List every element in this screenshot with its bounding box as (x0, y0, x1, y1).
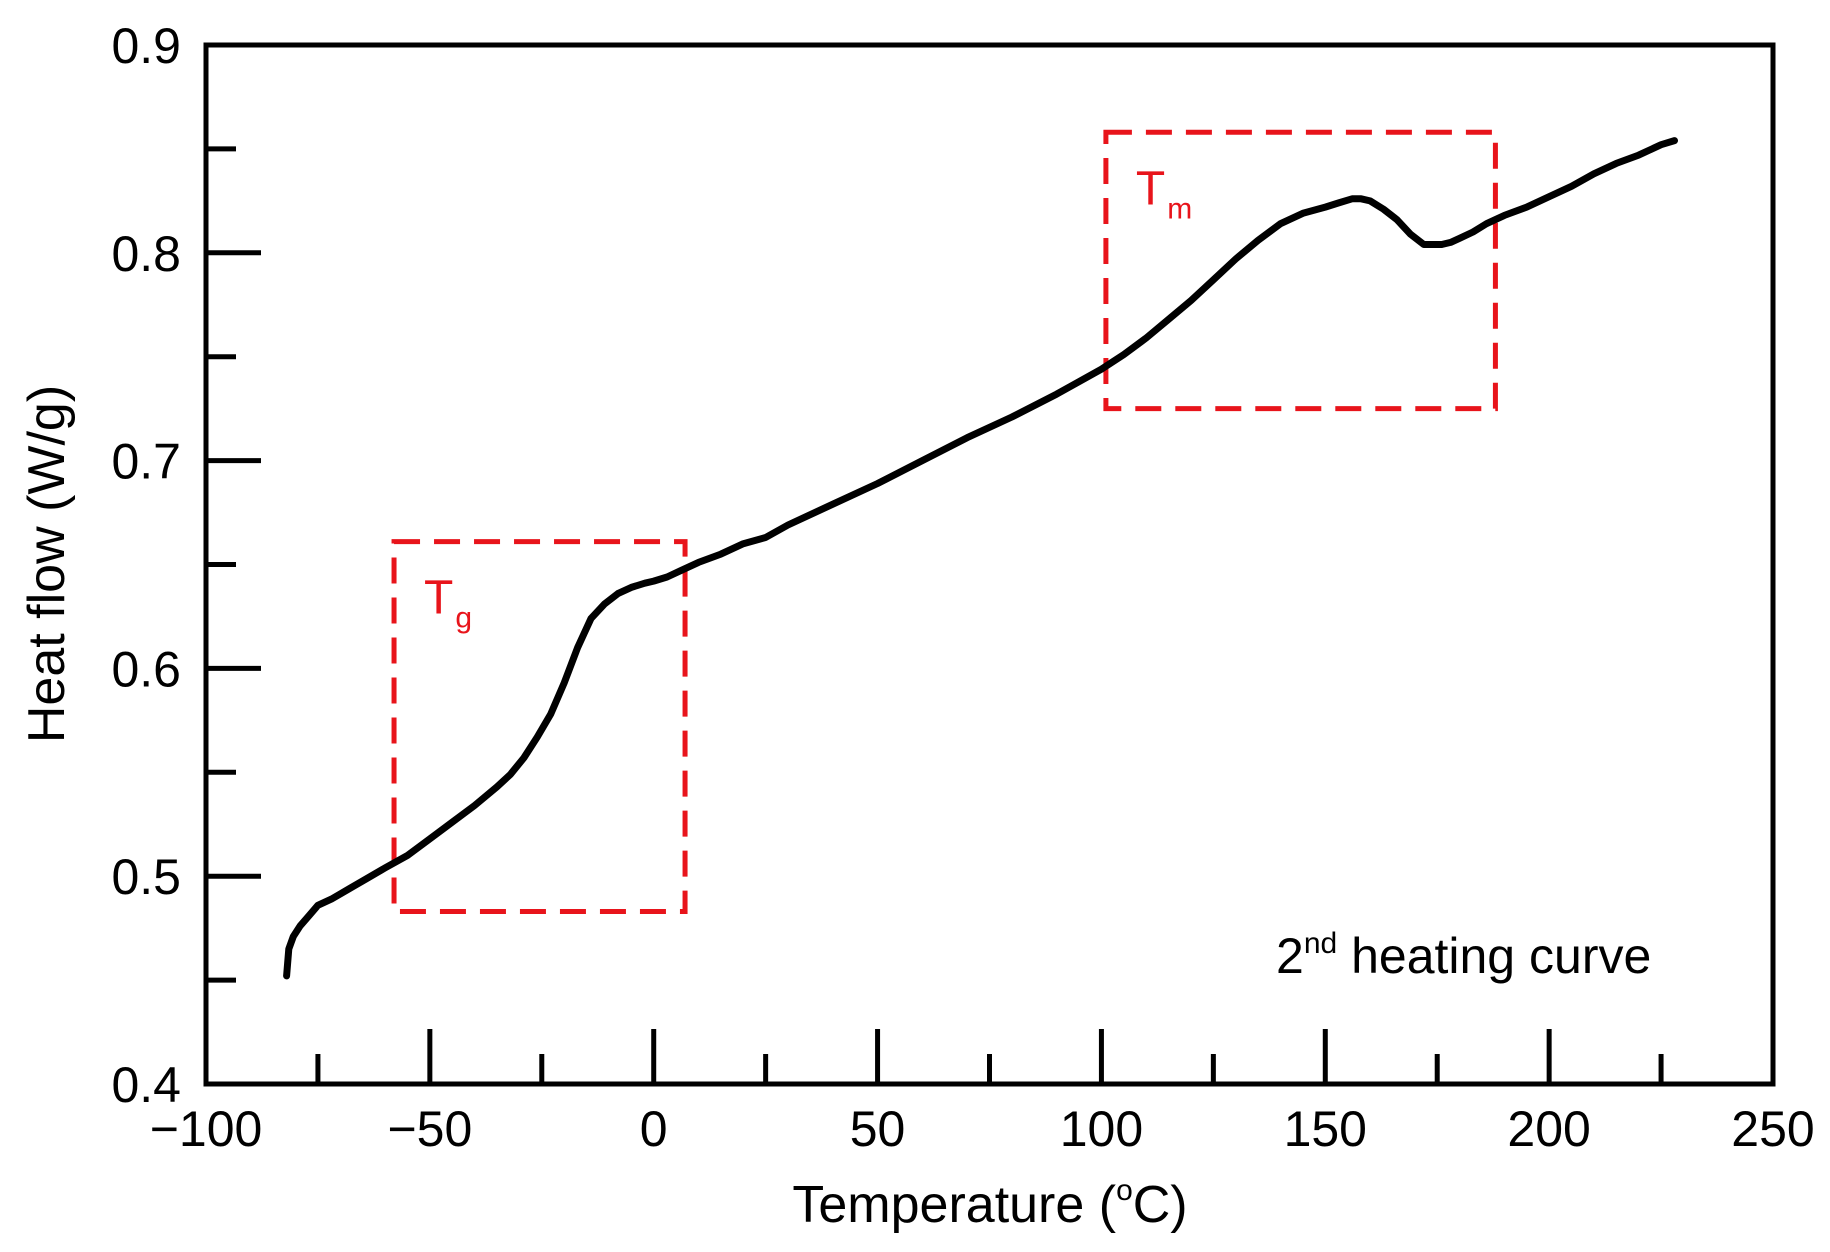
y-tick-label: 0.4 (111, 1057, 181, 1113)
x-tick-label: 0 (640, 1101, 668, 1157)
y-tick-label: 0.5 (111, 849, 181, 905)
tick-labels-layer: −100 −50 0 50 100 150 200 250 0.4 0.5 0.6 0.7 0.8 0.9 (111, 18, 1814, 1157)
y-tick-label: 0.6 (111, 641, 181, 697)
ticks-layer (203, 42, 1776, 1087)
note-post: heating curve (1337, 928, 1651, 984)
x-tick-label: 150 (1284, 1101, 1367, 1157)
annotation-layer: Tg Tm (391, 129, 1498, 915)
x-axis-title-sup: o (1116, 1174, 1133, 1207)
x-tick-label: 200 (1507, 1101, 1590, 1157)
y-axis-title: Heat flow (W/g) (18, 385, 76, 743)
annotation-box-g (391, 539, 688, 915)
heating-curve-note: 2nd heating curve (1276, 927, 1651, 984)
plot-frame (203, 42, 1776, 1087)
heat-flow-line (283, 137, 1678, 980)
x-tick-label: 50 (850, 1101, 906, 1157)
x-tick-label: 250 (1731, 1101, 1814, 1157)
annotation-label-m: Tm (1136, 162, 1192, 225)
y-tick-label: 0.9 (111, 18, 181, 74)
y-tick-label: 0.7 (111, 434, 181, 490)
x-tick-label: 100 (1060, 1101, 1143, 1157)
note-pre: 2 (1276, 928, 1304, 984)
annotation-box-m (1103, 129, 1498, 412)
x-tick-label: −100 (150, 1101, 263, 1157)
series-layer (283, 137, 1678, 980)
x-axis-title: Temperature (oC) (792, 1174, 1187, 1234)
x-axis-title-main: Temperature ( (792, 1176, 1116, 1234)
note-sup: nd (1304, 927, 1337, 960)
x-axis-title-end: C) (1133, 1176, 1188, 1234)
y-tick-label: 0.8 (111, 226, 181, 282)
x-tick-label: −50 (387, 1101, 472, 1157)
annotation-label-g: Tg (424, 572, 472, 635)
